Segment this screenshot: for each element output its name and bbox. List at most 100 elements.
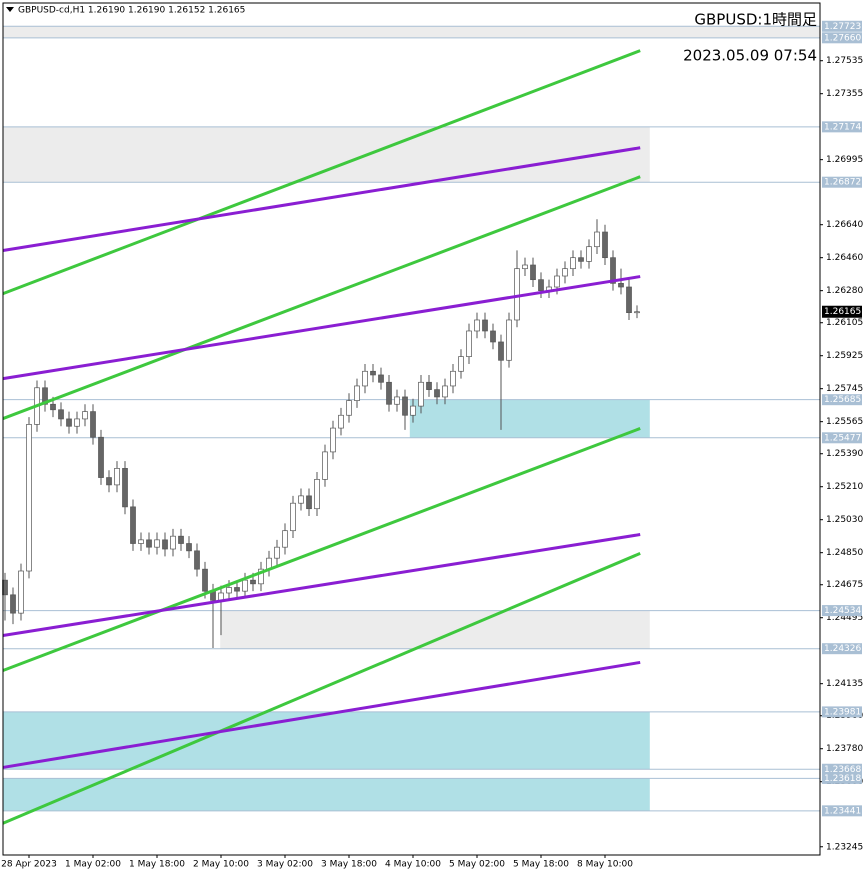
candle-body: [466, 330, 472, 357]
candle-body: [322, 451, 328, 480]
chart-title: GBPUSD:1時間足: [694, 11, 817, 29]
candle-body: [250, 579, 256, 585]
candle-body: [482, 319, 488, 332]
candle-body: [458, 356, 464, 372]
last-price-box: [822, 305, 862, 318]
candle-body: [610, 257, 616, 284]
level-label-box: [822, 763, 862, 775]
level-label: 1.27723: [824, 22, 861, 32]
candle-body: [498, 341, 504, 361]
candle-body: [98, 436, 104, 478]
candle-body: [226, 587, 232, 594]
candle-body: [82, 411, 88, 420]
candle-body: [562, 268, 568, 277]
candle-body: [258, 568, 264, 585]
level-label: 1.25477: [824, 433, 861, 443]
x-tick-label: 8 May 10:00: [577, 860, 633, 870]
candle-body: [442, 385, 448, 398]
x-tick-label: 1 May 18:00: [129, 860, 185, 870]
level-label: 1.27660: [824, 33, 861, 43]
candle-body: [362, 370, 368, 387]
candle-body: [154, 539, 160, 548]
candle-body: [178, 535, 184, 544]
candle-body: [202, 568, 208, 592]
candle-body: [90, 411, 96, 438]
candle-body: [634, 311, 640, 314]
level-label: 1.25685: [824, 395, 861, 405]
layer: [2, 25, 820, 825]
trendline: [2, 533, 641, 637]
candle-body: [626, 286, 632, 314]
level-label-box: [822, 176, 862, 188]
y-tick-label: 1.25745: [826, 384, 863, 394]
level-label: 1.26872: [824, 178, 861, 188]
y-tick-label: 1.27355: [826, 89, 863, 99]
candle-body: [506, 319, 512, 361]
y-tick-label: 1.25925: [826, 351, 863, 361]
candle-body: [66, 418, 72, 427]
trendline: [2, 146, 641, 253]
candle-body: [186, 543, 192, 552]
level-label-box: [822, 20, 862, 32]
candle-body: [394, 396, 400, 405]
level-label-box: [822, 643, 862, 655]
candle-body: [578, 257, 584, 262]
y-tick-label: 1.24850: [826, 548, 863, 558]
level-label-box: [822, 432, 862, 444]
level-label: 1.23441: [824, 806, 861, 816]
y-tick-label: 1.26105: [826, 318, 863, 328]
candle-body: [58, 409, 64, 420]
candle-body: [354, 385, 360, 401]
trendline: [2, 49, 641, 295]
candle-body: [370, 370, 376, 376]
trendline: [2, 175, 641, 420]
candle-body: [162, 539, 168, 550]
zone: [3, 26, 820, 38]
trendline: [2, 552, 641, 825]
y-tick-label: 1.23780: [826, 744, 863, 754]
zone: [409, 399, 650, 438]
candle-body: [474, 319, 480, 332]
zone: [3, 778, 650, 811]
candle-body: [50, 403, 56, 411]
trendline: [2, 427, 641, 672]
y-tick-label: 1.26640: [826, 220, 863, 230]
trendline: [2, 275, 641, 381]
candle-body: [386, 381, 392, 405]
candle-body: [306, 495, 312, 510]
x-tick-label: 5 May 02:00: [449, 860, 505, 870]
candle-body: [194, 550, 200, 570]
candle-body: [298, 495, 304, 504]
level-label: 1.27174: [824, 122, 861, 132]
level-label-box: [822, 121, 862, 133]
y-tick-label: 1.26995: [826, 155, 863, 165]
y-tick-label: 1.25030: [826, 515, 863, 525]
candle-body: [490, 330, 496, 343]
y-tick-label: 1.25210: [826, 482, 863, 492]
candle-body: [10, 594, 16, 614]
candle-body: [146, 539, 152, 548]
candle-body: [594, 231, 600, 248]
candle-body: [602, 231, 608, 259]
zone: [3, 126, 650, 183]
candle-body: [402, 396, 408, 416]
x-tick-label: 5 May 18:00: [513, 860, 569, 870]
chart-subtitle: 2023.05.09 07:54: [683, 47, 817, 65]
candle-body: [410, 405, 416, 416]
candle-body: [18, 570, 24, 614]
zone: [220, 610, 650, 649]
candle-body: [570, 257, 576, 270]
candle-body: [234, 587, 240, 592]
x-tick-label: 28 Apr 2023: [1, 860, 57, 870]
y-tick-label: 1.24675: [826, 580, 863, 590]
trendline: [2, 660, 641, 769]
last-price-label: 1.26165: [824, 307, 861, 317]
level-label: 1.24326: [824, 644, 861, 654]
candle-body: [42, 387, 48, 405]
candle-body: [282, 530, 288, 548]
level-label-box: [822, 605, 862, 617]
x-tick-label: 3 May 18:00: [321, 860, 377, 870]
candle-body: [242, 579, 248, 592]
candle-body: [170, 535, 176, 550]
